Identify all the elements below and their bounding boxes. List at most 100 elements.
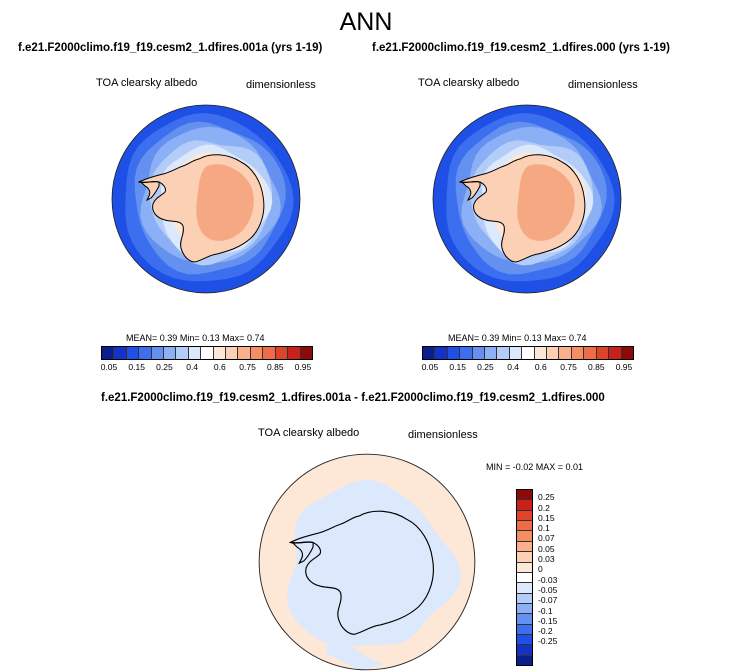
colorbar-swatch bbox=[472, 347, 486, 359]
colorbar-swatch bbox=[250, 347, 264, 359]
colorbar-swatch bbox=[164, 347, 177, 359]
colorbar-tick-label: 0.4 bbox=[507, 362, 520, 372]
colorbar-tick-label: 0.6 bbox=[534, 362, 547, 372]
colorbar-swatch bbox=[517, 562, 532, 573]
colorbar-swatch bbox=[300, 347, 312, 359]
colorbar-tick-label: 0.15 bbox=[128, 362, 145, 372]
right-panel-subtitle: f.e21.F2000climo.f19_f19.cesm2_1.dfires.… bbox=[372, 42, 670, 54]
colorbar-swatch bbox=[447, 347, 461, 359]
colorbar-swatch bbox=[517, 510, 532, 522]
left-max-label: Max= bbox=[222, 333, 245, 343]
colorbar-swatch bbox=[201, 347, 214, 359]
colorbar-swatch bbox=[559, 347, 572, 359]
colorbar-swatch bbox=[517, 655, 532, 666]
right-mean-label: MEAN= bbox=[448, 333, 480, 343]
colorbar-swatch bbox=[126, 347, 140, 359]
colorbar-swatch bbox=[584, 347, 597, 359]
diff-polar-map bbox=[258, 453, 476, 671]
colorbar-swatch bbox=[522, 347, 535, 359]
right-variable-label: TOA clearsky albedo bbox=[418, 77, 520, 89]
right-mean-value: 0.39 bbox=[481, 333, 500, 343]
colorbar-tick-label: 0.1 bbox=[538, 523, 550, 534]
colorbar-swatch bbox=[547, 347, 560, 359]
colorbar-swatch bbox=[188, 347, 202, 359]
right-stats: MEAN= 0.39 Min= 0.13 Max= 0.74 bbox=[448, 333, 586, 343]
colorbar-swatch bbox=[497, 347, 510, 359]
colorbar-tick-label: 0.15 bbox=[449, 362, 466, 372]
east-antarctica-plateau bbox=[196, 164, 254, 241]
colorbar-tick-label: -0.07 bbox=[538, 595, 558, 606]
right-max-label: Max= bbox=[544, 333, 567, 343]
right-max-value: 0.74 bbox=[568, 333, 587, 343]
colorbar-tick-label: 0.25 bbox=[477, 362, 494, 372]
colorbar-swatch bbox=[485, 347, 498, 359]
colorbar-tick-label: 0.2 bbox=[538, 502, 550, 513]
right-min-label: Min= bbox=[501, 333, 522, 343]
colorbar-swatch bbox=[571, 347, 585, 359]
colorbar-swatch bbox=[114, 347, 127, 359]
left-colorbar bbox=[101, 346, 313, 360]
colorbar-tick-label: 0.75 bbox=[560, 362, 577, 372]
map-border bbox=[432, 104, 622, 294]
colorbar-swatch bbox=[517, 572, 532, 584]
colorbar-swatch bbox=[102, 347, 115, 359]
diff-units-label: dimensionless bbox=[408, 429, 478, 441]
colorbar-swatch bbox=[609, 347, 622, 359]
colorbar-tick-label: 0.15 bbox=[538, 512, 555, 523]
colorbar-tick-label: -0.05 bbox=[538, 584, 558, 595]
right-polar-map bbox=[432, 104, 622, 294]
colorbar-swatch bbox=[517, 624, 532, 636]
colorbar-tick-label: 0.03 bbox=[538, 554, 555, 565]
left-min-label: Min= bbox=[179, 333, 200, 343]
right-colorbar bbox=[422, 346, 634, 360]
colorbar-swatch bbox=[238, 347, 251, 359]
figure-title: ANN bbox=[339, 8, 393, 36]
right-min-value: 0.13 bbox=[524, 333, 542, 343]
coastline bbox=[288, 510, 434, 635]
colorbar-swatch bbox=[139, 347, 152, 359]
colorbar-tick-label: 0.95 bbox=[294, 362, 312, 372]
right-units-label: dimensionless bbox=[568, 79, 638, 91]
colorbar-swatch bbox=[423, 347, 436, 359]
colorbar-swatch bbox=[275, 347, 289, 359]
colorbar-tick-label: 0.75 bbox=[239, 362, 256, 372]
left-stats: MEAN= 0.39 Min= 0.13 Max= 0.74 bbox=[126, 333, 264, 343]
colorbar-tick-label: 0.05 bbox=[421, 362, 439, 372]
peninsula-coastline bbox=[139, 181, 160, 202]
left-mean-value: 0.39 bbox=[159, 333, 178, 343]
colorbar-swatch bbox=[621, 347, 633, 359]
diff-colorbar bbox=[516, 489, 533, 666]
coastline bbox=[137, 154, 265, 263]
colorbar-tick-label: 0.25 bbox=[156, 362, 173, 372]
colorbar-swatch bbox=[534, 347, 548, 359]
diff-minmax: MIN = -0.02 MAX = 0.01 bbox=[486, 462, 584, 472]
colorbar-tick-label: -0.15 bbox=[538, 615, 558, 626]
colorbar-tick-label: 0.07 bbox=[538, 533, 555, 544]
colorbar-tick-label: -0.03 bbox=[538, 574, 558, 585]
colorbar-swatch bbox=[263, 347, 276, 359]
colorbar-swatch bbox=[517, 500, 532, 511]
left-polar-map bbox=[111, 104, 301, 294]
colorbar-tick-label: 0.6 bbox=[213, 362, 226, 372]
colorbar-swatch bbox=[517, 541, 532, 553]
colorbar-tick-label: 0.25 bbox=[538, 492, 555, 503]
colorbar-swatch bbox=[435, 347, 448, 359]
left-min-value: 0.13 bbox=[202, 333, 220, 343]
left-colorbar-ticks: 0.05 0.15 0.25 0.4 0.6 0.75 0.85 0.95 bbox=[101, 362, 312, 374]
negative-diff-region bbox=[326, 625, 385, 670]
right-colorbar-ticks: 0.05 0.15 0.25 0.4 0.6 0.75 0.85 0.95 bbox=[422, 362, 633, 374]
colorbar-swatch bbox=[213, 347, 227, 359]
map-border bbox=[111, 104, 301, 294]
peninsula-coastline bbox=[290, 541, 314, 565]
colorbar-swatch bbox=[226, 347, 239, 359]
diff-colorbar-ticks: 0.25 0.2 0.15 0.1 0.07 0.05 0.03 0 -0.03 -0.05 -0.… bbox=[538, 489, 578, 664]
diff-variable-label: TOA clearsky albedo bbox=[258, 427, 360, 439]
east-antarctica-plateau bbox=[517, 164, 575, 241]
colorbar-tick-label: -0.1 bbox=[538, 605, 553, 616]
colorbar-tick-label: 0.85 bbox=[588, 362, 605, 372]
positive-diff-patch bbox=[431, 623, 447, 639]
colorbar-tick-label: 0 bbox=[538, 564, 543, 575]
colorbar-swatch bbox=[517, 593, 532, 604]
left-variable-label: TOA clearsky albedo bbox=[96, 77, 198, 89]
peninsula-coastline bbox=[460, 181, 481, 202]
